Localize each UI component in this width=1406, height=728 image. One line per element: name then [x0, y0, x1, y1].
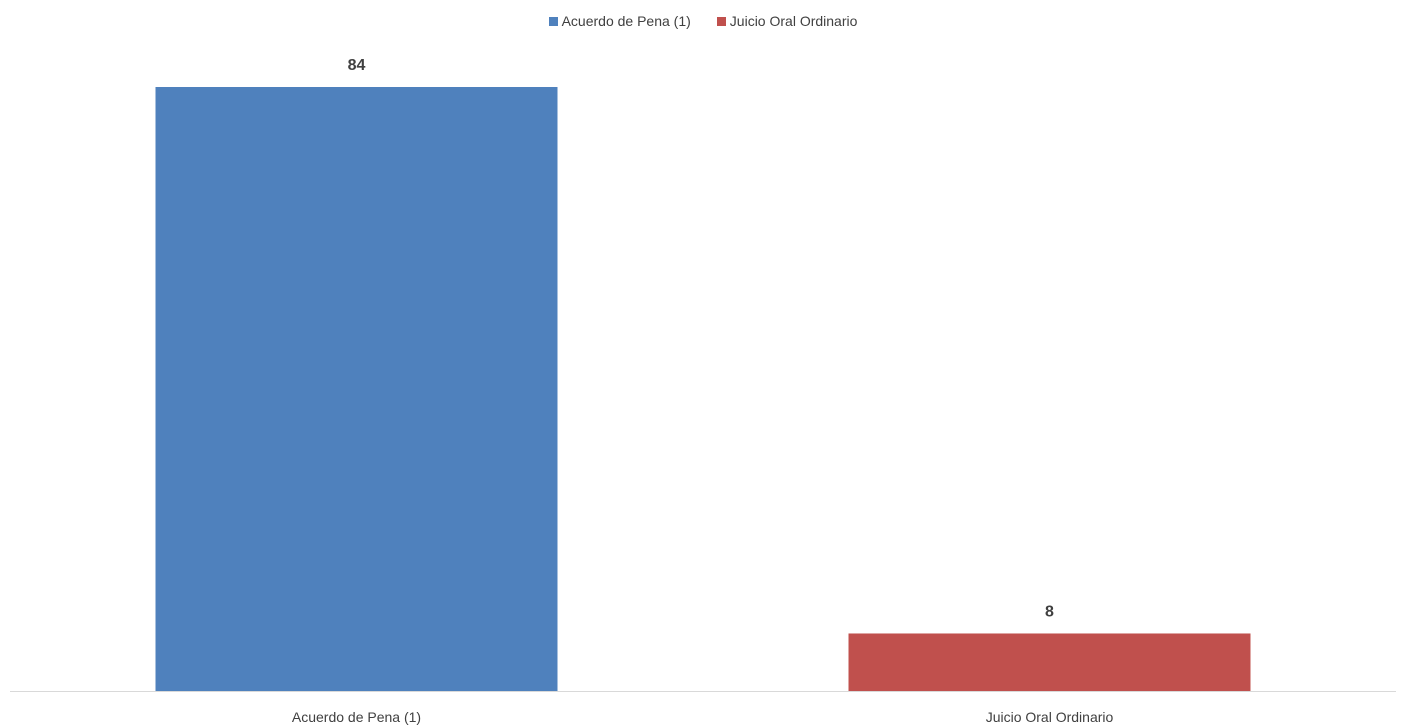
legend-swatch-juicio	[716, 16, 726, 26]
x-tick-label-0: Acuerdo de Pena (1)	[292, 709, 421, 725]
legend-item-juicio: Juicio Oral Ordinario	[716, 13, 858, 29]
legend: Acuerdo de Pena (1) Juicio Oral Ordinari…	[0, 13, 1406, 29]
legend-label-acuerdo: Acuerdo de Pena (1)	[561, 13, 691, 29]
x-tick-label-1: Juicio Oral Ordinario	[986, 709, 1114, 725]
legend-label-juicio: Juicio Oral Ordinario	[729, 13, 858, 29]
data-label-1: 8	[1045, 603, 1054, 620]
legend-item-acuerdo: Acuerdo de Pena (1)	[548, 13, 691, 29]
bar-1	[848, 633, 1251, 691]
bar-0	[155, 87, 558, 691]
legend-swatch-acuerdo	[548, 16, 558, 26]
data-label-0: 84	[348, 57, 366, 74]
